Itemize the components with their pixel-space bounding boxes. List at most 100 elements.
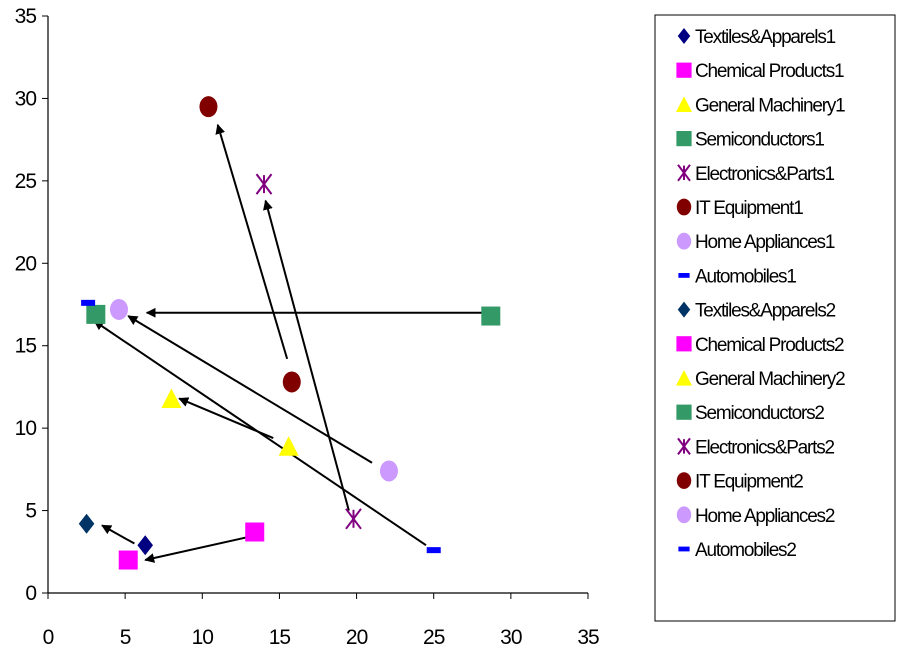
- legend-entry: Chemical Products1: [676, 61, 845, 82]
- legend-entry: Semiconductors2: [676, 403, 826, 424]
- x-tick-label: 5: [120, 626, 131, 649]
- square-marker: [481, 306, 501, 326]
- legend-entry: General Machinery2: [676, 369, 846, 390]
- legend-label: Automobiles1: [695, 266, 796, 287]
- dash-marker: [678, 546, 690, 552]
- circle-marker: [379, 460, 398, 482]
- y-tick-label: 20: [15, 252, 37, 275]
- data-point: [481, 306, 501, 326]
- diamond-marker: [78, 513, 95, 534]
- legend-label: Electronics&Parts2: [695, 437, 835, 458]
- square-marker: [118, 550, 138, 570]
- circle-marker: [676, 506, 692, 524]
- dash-marker: [426, 547, 441, 554]
- x-tick-label: 25: [423, 626, 445, 649]
- y-tick-label: 25: [15, 170, 37, 193]
- data-point: [118, 550, 138, 570]
- legend-entry: Automobiles2: [678, 540, 798, 561]
- data-point: [345, 508, 362, 530]
- legend-entry: General Machinery1: [676, 95, 846, 116]
- dash-marker: [81, 299, 96, 306]
- asterisk-marker: [677, 437, 691, 455]
- y-tick-labels: 0 5 10 15 20 25 30 35: [15, 5, 48, 605]
- legend-label: Chemical Products2: [695, 335, 844, 356]
- legend-label: Semiconductors2: [695, 403, 824, 424]
- diamond-marker: [677, 301, 691, 318]
- data-point: [137, 535, 153, 556]
- legend-entry: IT Equipment2: [676, 472, 804, 493]
- circle-marker: [109, 298, 128, 320]
- data-point: [282, 371, 301, 393]
- x-tick-label: 15: [269, 626, 291, 649]
- x-tick-label: 35: [577, 626, 599, 649]
- legend-entry: Textiles&Apparels2: [677, 301, 837, 322]
- square-marker: [676, 336, 692, 352]
- y-tick-label: 15: [15, 335, 37, 358]
- legend-label: Electronics&Parts1: [695, 164, 835, 185]
- legend-label: Semiconductors1: [695, 130, 824, 151]
- arrow: [101, 524, 135, 545]
- legend-label: General Machinery2: [695, 369, 845, 390]
- circle-marker: [676, 232, 692, 250]
- legend-label: Automobiles2: [695, 540, 796, 561]
- square-marker: [245, 522, 265, 542]
- diamond-marker: [677, 28, 691, 44]
- square-marker: [676, 62, 692, 78]
- dash-marker: [678, 273, 690, 278]
- legend-entry: Electronics&Parts1: [677, 164, 836, 185]
- data-point: [426, 547, 441, 554]
- data-point: [161, 388, 182, 408]
- legend-entry: Textiles&Apparels1: [677, 27, 837, 48]
- data-point: [245, 522, 265, 542]
- data-point: [199, 96, 218, 118]
- legend-label: General Machinery1: [695, 95, 845, 116]
- x-tick-label: 20: [346, 626, 368, 649]
- legend: Textiles&Apparels1 Chemical Products1 Gene…: [654, 14, 896, 622]
- square-marker: [676, 404, 692, 420]
- legend-label: Home Appliances1: [695, 232, 835, 253]
- data-point: [379, 460, 398, 482]
- legend-label: IT Equipment2: [695, 472, 803, 493]
- y-tick-label: 30: [15, 87, 37, 110]
- data-point: [109, 298, 128, 320]
- legend-label: Textiles&Apparels2: [695, 301, 836, 322]
- data-point: [78, 513, 95, 534]
- square-marker: [676, 131, 692, 147]
- asterisk-marker: [345, 508, 362, 530]
- asterisk-marker: [677, 164, 691, 182]
- legend-label: Textiles&Apparels1: [695, 27, 836, 48]
- triangle-marker: [278, 436, 299, 456]
- axes: [47, 16, 588, 594]
- y-tick-label: 35: [15, 5, 37, 28]
- arrow: [144, 535, 249, 563]
- arrow: [127, 315, 373, 464]
- legend-entry: Semiconductors1: [676, 130, 826, 151]
- x-tick-labels: 0 5 10 15 20 25 30 35: [43, 593, 600, 649]
- triangle-marker: [676, 96, 692, 112]
- data-point: [81, 299, 96, 306]
- legend-label: Chemical Products1: [695, 61, 844, 82]
- legend-label: IT Equipment1: [695, 198, 803, 219]
- y-tick-label: 10: [15, 417, 37, 440]
- data-points: [78, 96, 501, 570]
- triangle-marker: [161, 388, 182, 408]
- square-marker: [86, 304, 106, 324]
- legend-entry: Chemical Products2: [676, 335, 845, 356]
- legend-label: Home Appliances2: [695, 506, 835, 527]
- asterisk-marker: [255, 173, 273, 195]
- arrow: [215, 123, 289, 360]
- triangle-marker: [676, 370, 692, 386]
- arrows: [93, 123, 491, 563]
- x-tick-label: 30: [500, 626, 522, 649]
- diamond-marker: [137, 535, 153, 556]
- legend-entry: Home Appliances1: [676, 232, 836, 253]
- arrow: [93, 320, 427, 547]
- legend-entry: IT Equipment1: [676, 198, 804, 219]
- data-point: [255, 173, 273, 195]
- data-point: [86, 304, 106, 324]
- x-tick-label: 10: [192, 626, 214, 649]
- legend-entry: Home Appliances2: [676, 506, 836, 527]
- legend-entry: Automobiles1: [678, 266, 798, 287]
- circle-marker: [676, 198, 692, 216]
